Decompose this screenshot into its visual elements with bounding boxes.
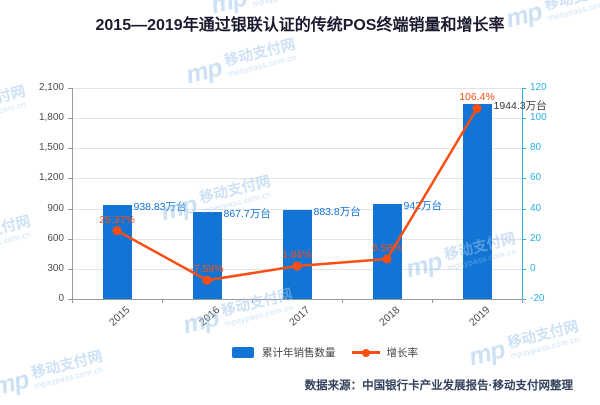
- y-axis-tick-label: 1,200: [38, 172, 64, 184]
- growth-rate-label: 1.86%: [282, 249, 312, 262]
- growth-rate-label: -7.58%: [190, 263, 224, 276]
- y2-axis-tick: [522, 238, 526, 240]
- y2-axis-tick: [522, 88, 526, 89]
- grid-line: [72, 178, 522, 180]
- line-point-2018: [382, 254, 392, 264]
- x-axis-tick: [162, 299, 163, 303]
- y-axis-tick-label: 0: [58, 293, 64, 304]
- bar-2015: [102, 204, 132, 299]
- line-point-2015: [112, 226, 122, 236]
- y2-axis-tick: [522, 208, 526, 210]
- bar-2018: [372, 204, 402, 299]
- y-axis-tick-label: 300: [47, 262, 64, 274]
- growth-rate-label: 106.4%: [459, 91, 495, 104]
- y-axis-tick-label: 900: [47, 202, 64, 214]
- line-point-2017: [292, 261, 302, 271]
- grid-line: [72, 88, 522, 89]
- y2-axis-tick: [522, 299, 526, 300]
- x-axis-tick: [432, 299, 433, 303]
- x-axis-tick: [252, 299, 253, 303]
- grid-line: [72, 148, 522, 150]
- y-axis-tick: [68, 208, 72, 210]
- chart-legend: 累计年销售数量 增长率: [232, 345, 418, 360]
- y-axis-tick: [68, 88, 72, 89]
- y2-axis-tick: [522, 178, 526, 180]
- y2-axis-tick-label: 0: [530, 262, 536, 274]
- bar-value-label: 1944.3万台: [493, 99, 547, 112]
- y2-axis-tick-label: 60: [530, 172, 542, 184]
- data-source-note: 数据来源：中国银行卡产业发展报告·移动支付网整理: [304, 380, 573, 392]
- y-axis-tick: [68, 299, 72, 300]
- x-axis-tick: [522, 299, 523, 303]
- y2-axis-tick: [522, 118, 526, 120]
- bar-value-label: 867.7万台: [223, 207, 271, 220]
- y-axis-line: [72, 88, 73, 299]
- chart-title: 2015—2019年通过银联认证的传统POS终端销量和增长率: [95, 17, 505, 34]
- legend-line-dot-icon: [361, 348, 370, 357]
- y2-axis-tick-label: -20: [530, 293, 545, 304]
- bar-2017: [282, 210, 312, 299]
- y-axis-tick: [68, 148, 72, 150]
- x-axis-line: [72, 299, 522, 300]
- y-axis-tick-label: 600: [47, 232, 64, 244]
- x-axis-tick: [342, 299, 343, 303]
- bar-value-label: 938.83万台: [133, 200, 187, 213]
- grid-line: [72, 118, 522, 120]
- y-axis-tick: [68, 178, 72, 180]
- y2-axis-tick-label: 80: [530, 142, 542, 154]
- y2-axis-line: [522, 88, 523, 299]
- y-axis-tick-label: 1,500: [38, 142, 64, 154]
- bar-2019: [462, 103, 492, 299]
- y2-axis-tick-label: 120: [530, 82, 547, 93]
- bar-value-label: 942万台: [403, 200, 443, 213]
- legend-line-marker: [351, 347, 380, 358]
- y2-axis-tick: [522, 148, 526, 150]
- grid-line: [72, 208, 522, 210]
- legend-bar-swatch: [232, 347, 254, 358]
- y2-axis-tick-label: 40: [530, 202, 542, 214]
- y-axis-tick: [68, 268, 72, 270]
- y2-axis-tick-label: 20: [530, 232, 542, 244]
- y-axis-tick: [68, 118, 72, 120]
- growth-rate-label: 25.37%: [99, 213, 135, 226]
- bar-value-label: 883.8万台: [313, 206, 361, 219]
- legend-line-label: 增长率: [386, 347, 419, 359]
- growth-rate-label: 6.58%: [372, 241, 402, 254]
- y2-axis-tick-label: 100: [530, 112, 547, 124]
- line-point-2016: [202, 275, 212, 285]
- y2-axis-tick: [522, 268, 526, 270]
- line-point-2019: [472, 103, 482, 113]
- y-axis-tick-label: 1,800: [38, 112, 64, 124]
- y-axis-tick-label: 2,100: [38, 82, 64, 93]
- legend-bar-label: 累计年销售数量: [262, 347, 336, 359]
- x-axis-tick: [72, 299, 73, 303]
- y-axis-tick: [68, 238, 72, 240]
